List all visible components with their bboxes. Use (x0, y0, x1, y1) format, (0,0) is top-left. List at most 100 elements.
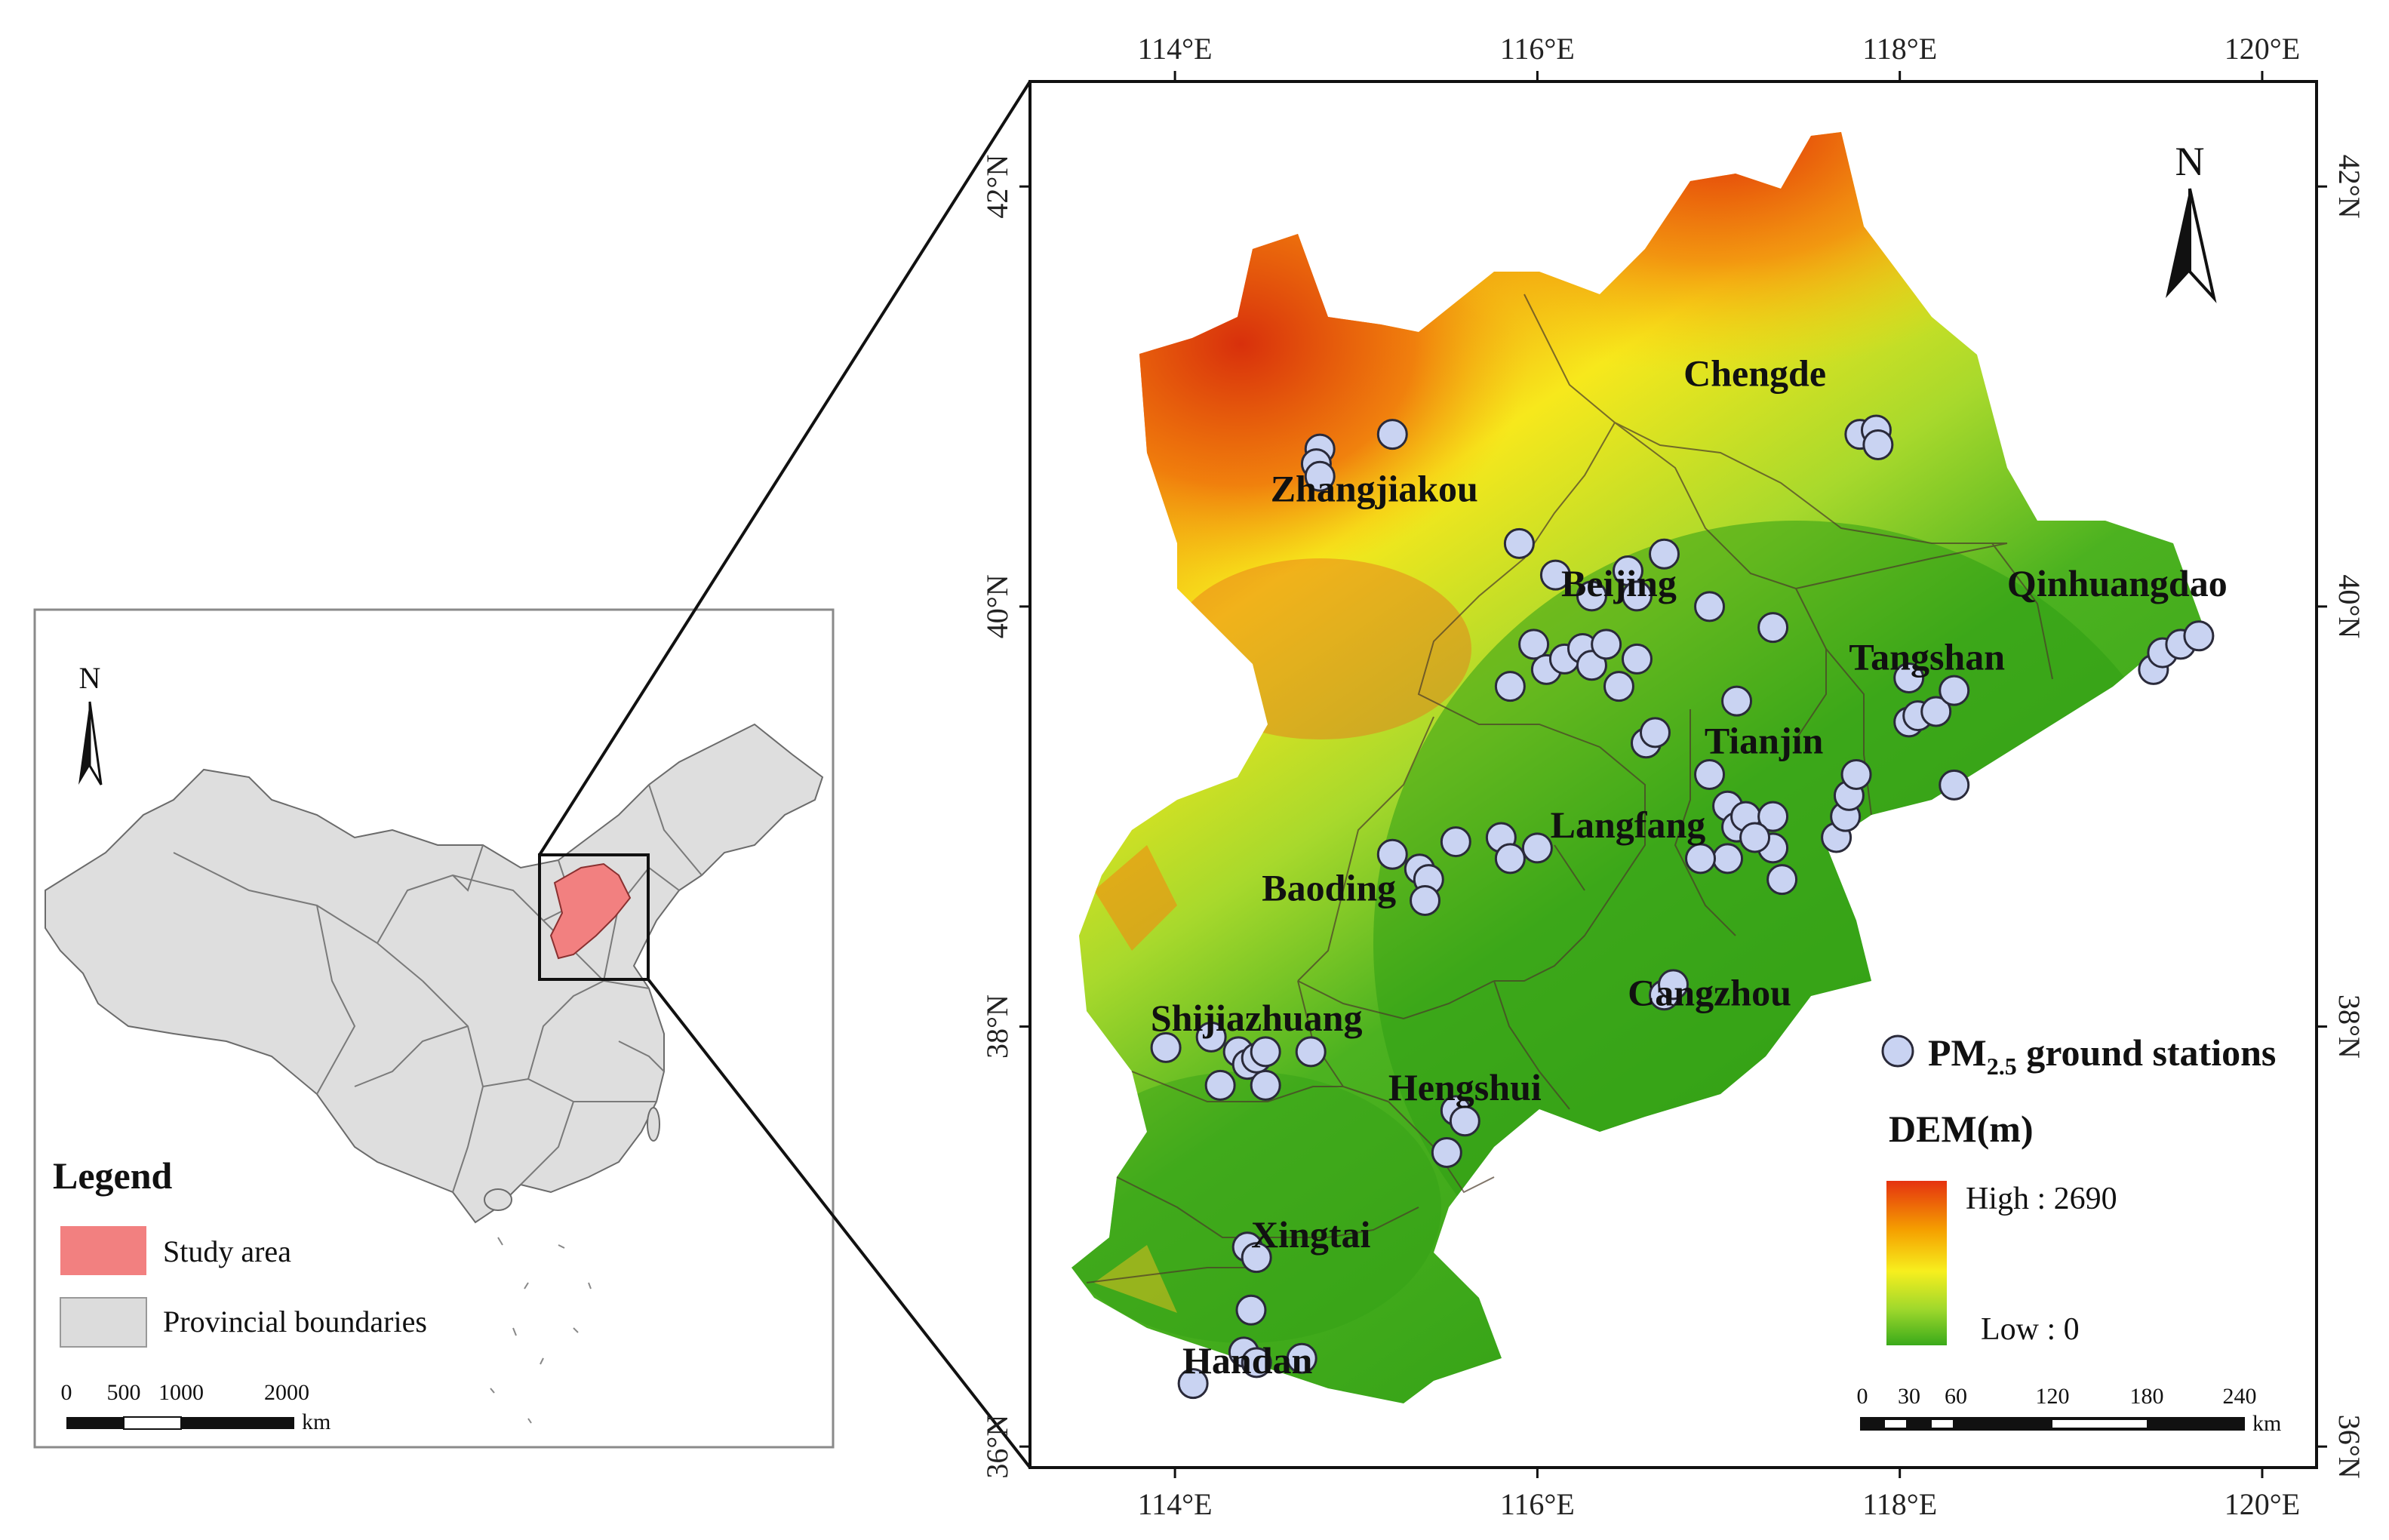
station-marker (1241, 1242, 1272, 1274)
overview-scalebar: 0 500 1000 2000 km (61, 1380, 331, 1434)
city-label-tianjin: Tianjin (1705, 720, 1824, 762)
city-label-handan: Handan (1182, 1339, 1313, 1382)
city-label-cangzhou: Cangzhou (1628, 972, 1791, 1014)
connector-line-bottom (647, 978, 1032, 1469)
overview-scale-tick-0: 0 (61, 1380, 72, 1405)
legend-title: Legend (53, 1154, 173, 1197)
station-marker (1304, 460, 1336, 492)
legend-label-study-area: Study area (163, 1234, 291, 1268)
overview-scale-tick-2000: 2000 (264, 1380, 309, 1405)
station-marker (1721, 685, 1753, 717)
station-marker (1739, 822, 1771, 853)
main-map-panel: 114°E 114°E 116°E 116°E 118°E 118°E 120°E 120°E… (980, 32, 2366, 1521)
station-marker (1250, 1036, 1281, 1068)
station-marker (1648, 538, 1680, 570)
lat-tick-label-left: 38°N (980, 994, 1014, 1059)
lon-tick-label-top: 114°E (1138, 32, 1213, 66)
overview-map-panel: N Legend Study area Provincial boundarie… (33, 608, 835, 1449)
city-boundaries (1086, 294, 2053, 1283)
stations-legend: PM2.5 ground stations (1881, 1031, 2276, 1080)
station-marker (1518, 629, 1550, 660)
dem-legend-title: DEM(m) (1889, 1108, 2034, 1150)
lat-tick-label-right: 42°N (2332, 155, 2366, 219)
station-marker (1621, 643, 1653, 675)
station-marker (1840, 759, 1872, 790)
lon-tick-label-top: 120°E (2225, 32, 2300, 66)
station-marker (1235, 1294, 1267, 1326)
station-marker (1376, 838, 1408, 870)
south-sea-islands (490, 1237, 592, 1424)
main-scale-tick-240: 240 (2223, 1384, 2257, 1409)
city-label-beijing: Beijing (1561, 562, 1677, 604)
city-label-hengshui: Hengshui (1388, 1066, 1542, 1108)
study-area-box (538, 853, 650, 981)
lon-tick-label-top: 116°E (1500, 32, 1575, 66)
main-scale-tick-0: 0 (1857, 1384, 1868, 1409)
dem-color-ramp (1886, 1181, 1947, 1345)
graticule-ticks: 114°E 114°E 116°E 116°E 118°E 118°E 120°E 120°E… (980, 32, 2366, 1521)
china-outline (45, 723, 824, 1224)
station-marker (1204, 1069, 1236, 1101)
lat-tick-label-left: 40°N (980, 574, 1014, 638)
station-marker (1576, 580, 1607, 612)
lon-tick-label-bottom: 114°E (1138, 1487, 1213, 1521)
station-marker (1621, 580, 1653, 612)
legend-swatch-provincial (60, 1297, 147, 1348)
station-marker (2183, 620, 2215, 652)
station-marker (1286, 1342, 1317, 1374)
overview-north-label: N (79, 661, 101, 695)
stations-legend-marker (1881, 1034, 1914, 1068)
station-marker (1295, 1036, 1327, 1068)
station-marker (1591, 629, 1622, 660)
station-marker (1862, 429, 1894, 461)
station-marker (1539, 559, 1571, 591)
dem-legend: DEM(m) High : 2690 Low : 0 (1886, 1108, 2117, 1347)
station-marker (1449, 1105, 1480, 1137)
station-marker (1431, 1137, 1462, 1168)
station-marker (1376, 419, 1408, 450)
main-scale-tick-30: 30 (1898, 1384, 1920, 1409)
city-labels: Chengde Zhangjiakou Beijing QinhuangdaoTang… (1151, 352, 2228, 1382)
city-label-chengde: Chengde (1683, 352, 1826, 395)
city-label-baoding: Baoding (1262, 867, 1396, 909)
station-marker (1521, 832, 1553, 864)
lat-tick-label-left: 36°N (980, 1415, 1014, 1479)
hainan-island (484, 1188, 512, 1211)
main-scale-tick-120: 120 (2036, 1384, 2070, 1409)
overview-north-arrow: N (78, 661, 103, 785)
station-marker (1920, 696, 1952, 727)
lat-tick-label-right: 40°N (2332, 574, 2366, 638)
station-marker (1576, 650, 1607, 681)
station-marker (1685, 843, 1717, 875)
overview-scale-tick-1000: 1000 (158, 1380, 204, 1405)
pm25-stations (1150, 414, 2215, 1400)
dem-low-label: Low : 0 (1981, 1312, 2080, 1347)
station-marker (1195, 1021, 1227, 1053)
provincial-boundaries (173, 784, 703, 1193)
station-marker (1712, 843, 1744, 875)
station-marker (1639, 717, 1671, 748)
station-marker (1939, 675, 1970, 706)
station-marker (1177, 1368, 1209, 1400)
lat-tick-label-left: 42°N (980, 155, 1014, 219)
legend-swatch-study-area (60, 1226, 146, 1275)
station-marker (1494, 843, 1526, 875)
connector-line-top (538, 80, 1032, 856)
city-label-zhangjiakou: Zhangjiakou (1271, 468, 1478, 510)
station-marker (1494, 671, 1526, 702)
station-marker (1757, 801, 1789, 832)
station-marker (1694, 759, 1726, 790)
station-marker (1503, 527, 1535, 559)
station-marker (1766, 864, 1798, 896)
main-north-arrow: N (2166, 139, 2217, 303)
station-marker (1603, 671, 1634, 702)
lat-tick-label-right: 36°N (2332, 1415, 2366, 1479)
legend-label-provincial: Provincial boundaries (163, 1305, 427, 1339)
main-scale-tick-180: 180 (2130, 1384, 2164, 1409)
stations-legend-label: PM2.5 ground stations (1928, 1031, 2276, 1080)
city-label-qinhuangdao: Qinhuangdao (2007, 562, 2228, 604)
taiwan-island (647, 1107, 660, 1142)
station-marker (1410, 885, 1441, 916)
main-scalebar: 0 30 60 120 180 240 km (1857, 1384, 2282, 1436)
